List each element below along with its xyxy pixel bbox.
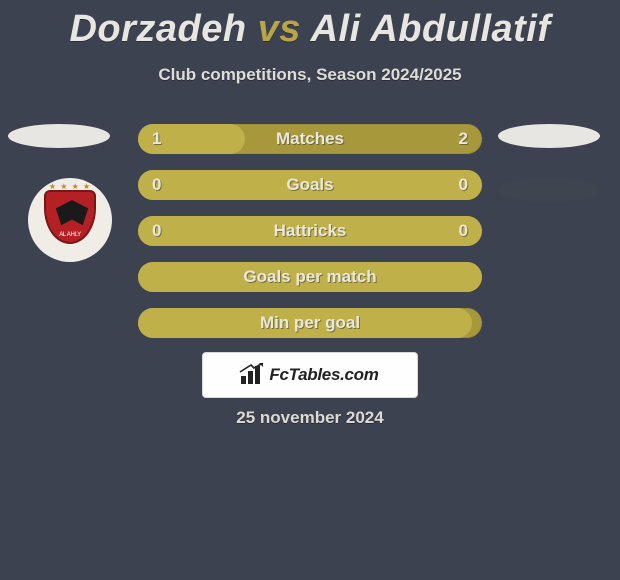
subtitle: Club competitions, Season 2024/2025 xyxy=(0,65,620,85)
bar-value-left: 1 xyxy=(152,124,161,154)
bar-row: 12Matches xyxy=(138,124,482,154)
brand-prefix: Fc xyxy=(269,365,288,384)
bar-value-right: 0 xyxy=(459,216,468,246)
bar-fill xyxy=(138,170,482,200)
player2-club-placeholder xyxy=(498,178,600,202)
bar-row: Min per goal xyxy=(138,308,482,338)
player1-name: Dorzadeh xyxy=(69,8,246,50)
player2-name: Ali Abdullatif xyxy=(311,8,551,50)
club-shield-icon: ★ ★ ★ ★ AL AHLY xyxy=(44,190,96,250)
bar-fill xyxy=(138,216,482,246)
player1-club-logo: ★ ★ ★ ★ AL AHLY xyxy=(28,178,112,262)
brand-rest: Tables.com xyxy=(289,365,379,384)
bar-row: 00Goals xyxy=(138,170,482,200)
bar-row: 00Hattricks xyxy=(138,216,482,246)
player2-avatar-placeholder xyxy=(498,124,600,148)
source-brand: FcTables.com xyxy=(269,365,378,385)
bar-fill xyxy=(138,262,482,292)
bar-fill xyxy=(138,308,472,338)
source-badge: FcTables.com xyxy=(202,352,418,398)
player1-avatar-placeholder xyxy=(8,124,110,148)
bar-value-right: 2 xyxy=(459,124,468,154)
page-title: Dorzadeh vs Ali Abdullatif xyxy=(0,0,620,51)
bar-value-left: 0 xyxy=(152,170,161,200)
bar-value-left: 0 xyxy=(152,216,161,246)
barchart-icon xyxy=(241,366,263,384)
bar-value-right: 0 xyxy=(459,170,468,200)
bar-row: Goals per match xyxy=(138,262,482,292)
comparison-bars: 12Matches00Goals00HattricksGoals per mat… xyxy=(138,124,482,354)
date-text: 25 november 2024 xyxy=(0,408,620,428)
vs-text: vs xyxy=(258,8,301,50)
